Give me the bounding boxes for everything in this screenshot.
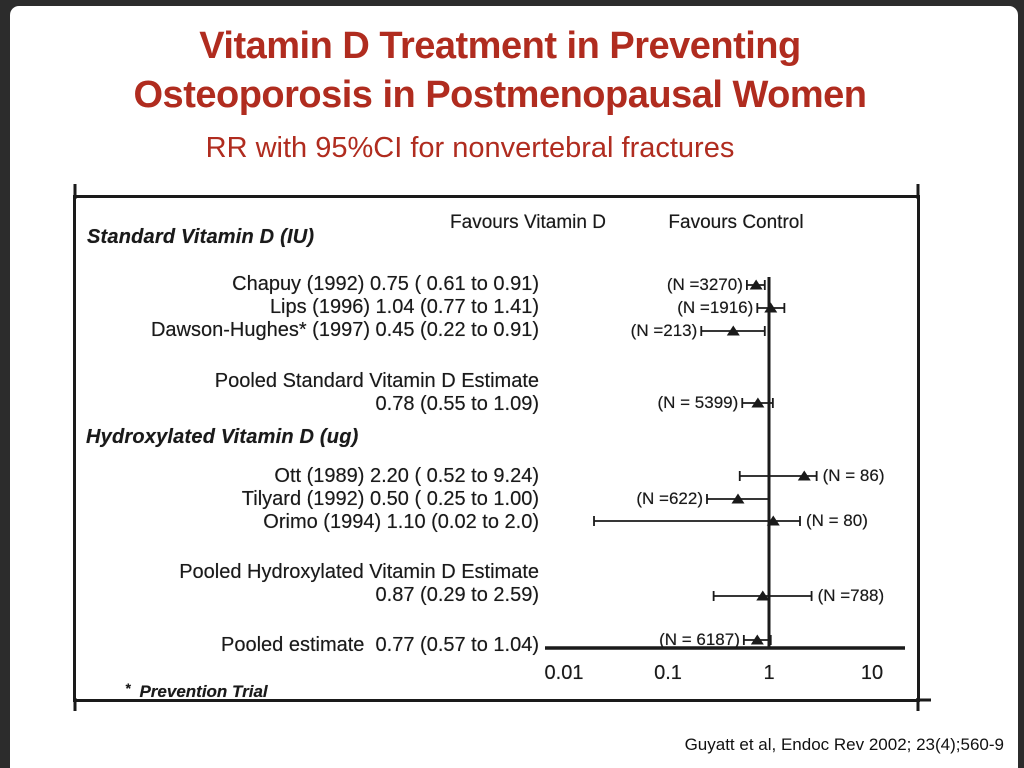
row-label-pooled-hydroxylated-line1: Pooled Hydroxylated Vitamin D Estimate <box>179 561 539 583</box>
point-estimate-marker <box>726 325 740 336</box>
slide-title-line-1: Vitamin D Treatment in Preventing <box>199 25 801 67</box>
point-estimate-marker <box>756 590 770 601</box>
favours-vitamin-d-header: Favours Vitamin D <box>450 212 606 233</box>
n-label: (N =788) <box>817 586 885 605</box>
row-label-dawson-hughes: Dawson-Hughes* (1997) 0.45 (0.22 to 0.91… <box>150 319 539 341</box>
footnote-text: Prevention Trial <box>139 682 268 701</box>
n-label: (N = 6187) <box>659 630 740 649</box>
n-label: (N = 86) <box>822 466 885 485</box>
row-label-pooled-hydroxylated-line2: 0.87 (0.29 to 2.59) <box>375 584 539 606</box>
forest-plot-canvas <box>73 184 931 711</box>
n-label: (N =622) <box>636 489 703 508</box>
forest-row <box>706 493 770 504</box>
x-axis-tick-1: 1 <box>763 662 775 684</box>
slide-subtitle: RR with 95%CI for nonvertebral fractures <box>205 132 735 164</box>
slide: Vitamin D Treatment in Preventing Osteop… <box>10 6 1018 768</box>
forest-row <box>745 279 766 290</box>
point-estimate-marker <box>750 634 764 645</box>
point-estimate-marker <box>797 470 811 481</box>
forest-row <box>700 325 766 336</box>
slide-title-line-2: Osteoporosis in Postmenopausal Women <box>133 74 867 116</box>
x-axis-tick-0.01: 0.01 <box>544 662 584 684</box>
row-label-tilyard: Tilyard (1992) 0.50 ( 0.25 to 1.00) <box>241 488 539 510</box>
x-axis-tick-10: 10 <box>860 662 884 684</box>
group-heading-hydroxylated-vitamin-d: Hydroxylated Vitamin D (ug) <box>86 426 359 448</box>
n-label: (N =3270) <box>666 275 743 294</box>
n-label: (N = 5399) <box>657 393 739 412</box>
n-label: (N = 80) <box>806 511 868 530</box>
group-heading-standard-vitamin-d: Standard Vitamin D (IU) <box>87 226 315 248</box>
x-axis-tick-0.1: 0.1 <box>654 662 682 684</box>
row-label-pooled-standard-line1: Pooled Standard Vitamin D Estimate <box>214 370 539 392</box>
row-label-pooled-estimate: Pooled estimate 0.77 (0.57 to 1.04) <box>221 634 539 656</box>
point-estimate-marker <box>764 302 778 313</box>
point-estimate-marker <box>766 515 780 526</box>
citation: Guyatt et al, Endoc Rev 2002; 23(4);560-… <box>684 735 1004 754</box>
row-label-orimo: Orimo (1994) 1.10 (0.02 to 2.0) <box>263 511 539 533</box>
forest-plot-figure: Favours Vitamin D Favours Control Standa… <box>73 184 931 711</box>
point-estimate-marker <box>751 397 765 408</box>
n-label: (N =1916) <box>677 298 754 317</box>
point-estimate-marker <box>731 493 745 504</box>
favours-control-header: Favours Control <box>668 212 804 233</box>
row-label-chapuy: Chapuy (1992) 0.75 ( 0.61 to 0.91) <box>232 273 539 295</box>
figure-frame <box>73 195 920 702</box>
point-estimate-marker <box>749 279 763 290</box>
forest-row <box>742 634 772 645</box>
row-label-ott: Ott (1989) 2.20 ( 0.52 to 9.24) <box>274 465 539 487</box>
row-label-lips: Lips (1996) 1.04 (0.77 to 1.41) <box>269 296 539 318</box>
forest-row <box>756 302 786 313</box>
row-label-pooled-standard-line2: 0.78 (0.55 to 1.09) <box>375 393 539 415</box>
forest-row <box>712 590 813 601</box>
n-label: (N =213) <box>630 321 698 340</box>
forest-row <box>741 397 774 408</box>
forest-row <box>738 470 818 481</box>
forest-row <box>593 515 801 526</box>
title-block: Vitamin D Treatment in Preventing Osteop… <box>10 22 990 168</box>
footnote-asterisk: * <box>125 680 131 696</box>
footnote: * Prevention Trial <box>125 680 268 702</box>
